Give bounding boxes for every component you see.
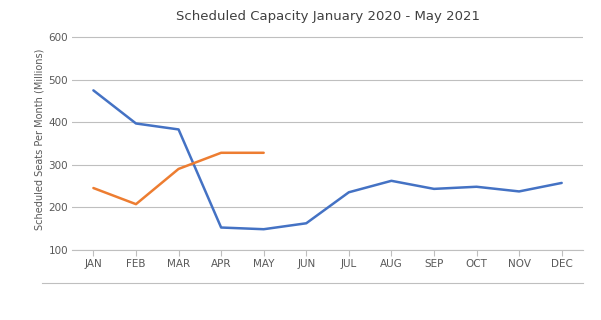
2020 — [558, 181, 566, 185]
2021 — [90, 186, 97, 190]
2020 — [90, 88, 97, 92]
Title: Scheduled Capacity January 2020 - May 2021: Scheduled Capacity January 2020 - May 20… — [175, 11, 480, 23]
2020 — [516, 189, 523, 193]
2021 — [132, 202, 139, 206]
Y-axis label: Scheduled Seats Per Month (Millions): Scheduled Seats Per Month (Millions) — [34, 49, 44, 230]
2020 — [303, 221, 310, 225]
2020 — [430, 187, 438, 191]
2020 — [473, 185, 480, 189]
2020 — [388, 179, 395, 183]
2021 — [218, 151, 225, 155]
2020 — [175, 127, 182, 131]
2020 — [345, 190, 352, 194]
2021 — [260, 151, 267, 155]
2021 — [175, 167, 182, 171]
2020 — [260, 227, 267, 231]
Line: 2020: 2020 — [93, 90, 562, 229]
2020 — [132, 122, 139, 125]
2020 — [218, 226, 225, 229]
Line: 2021: 2021 — [93, 153, 264, 204]
